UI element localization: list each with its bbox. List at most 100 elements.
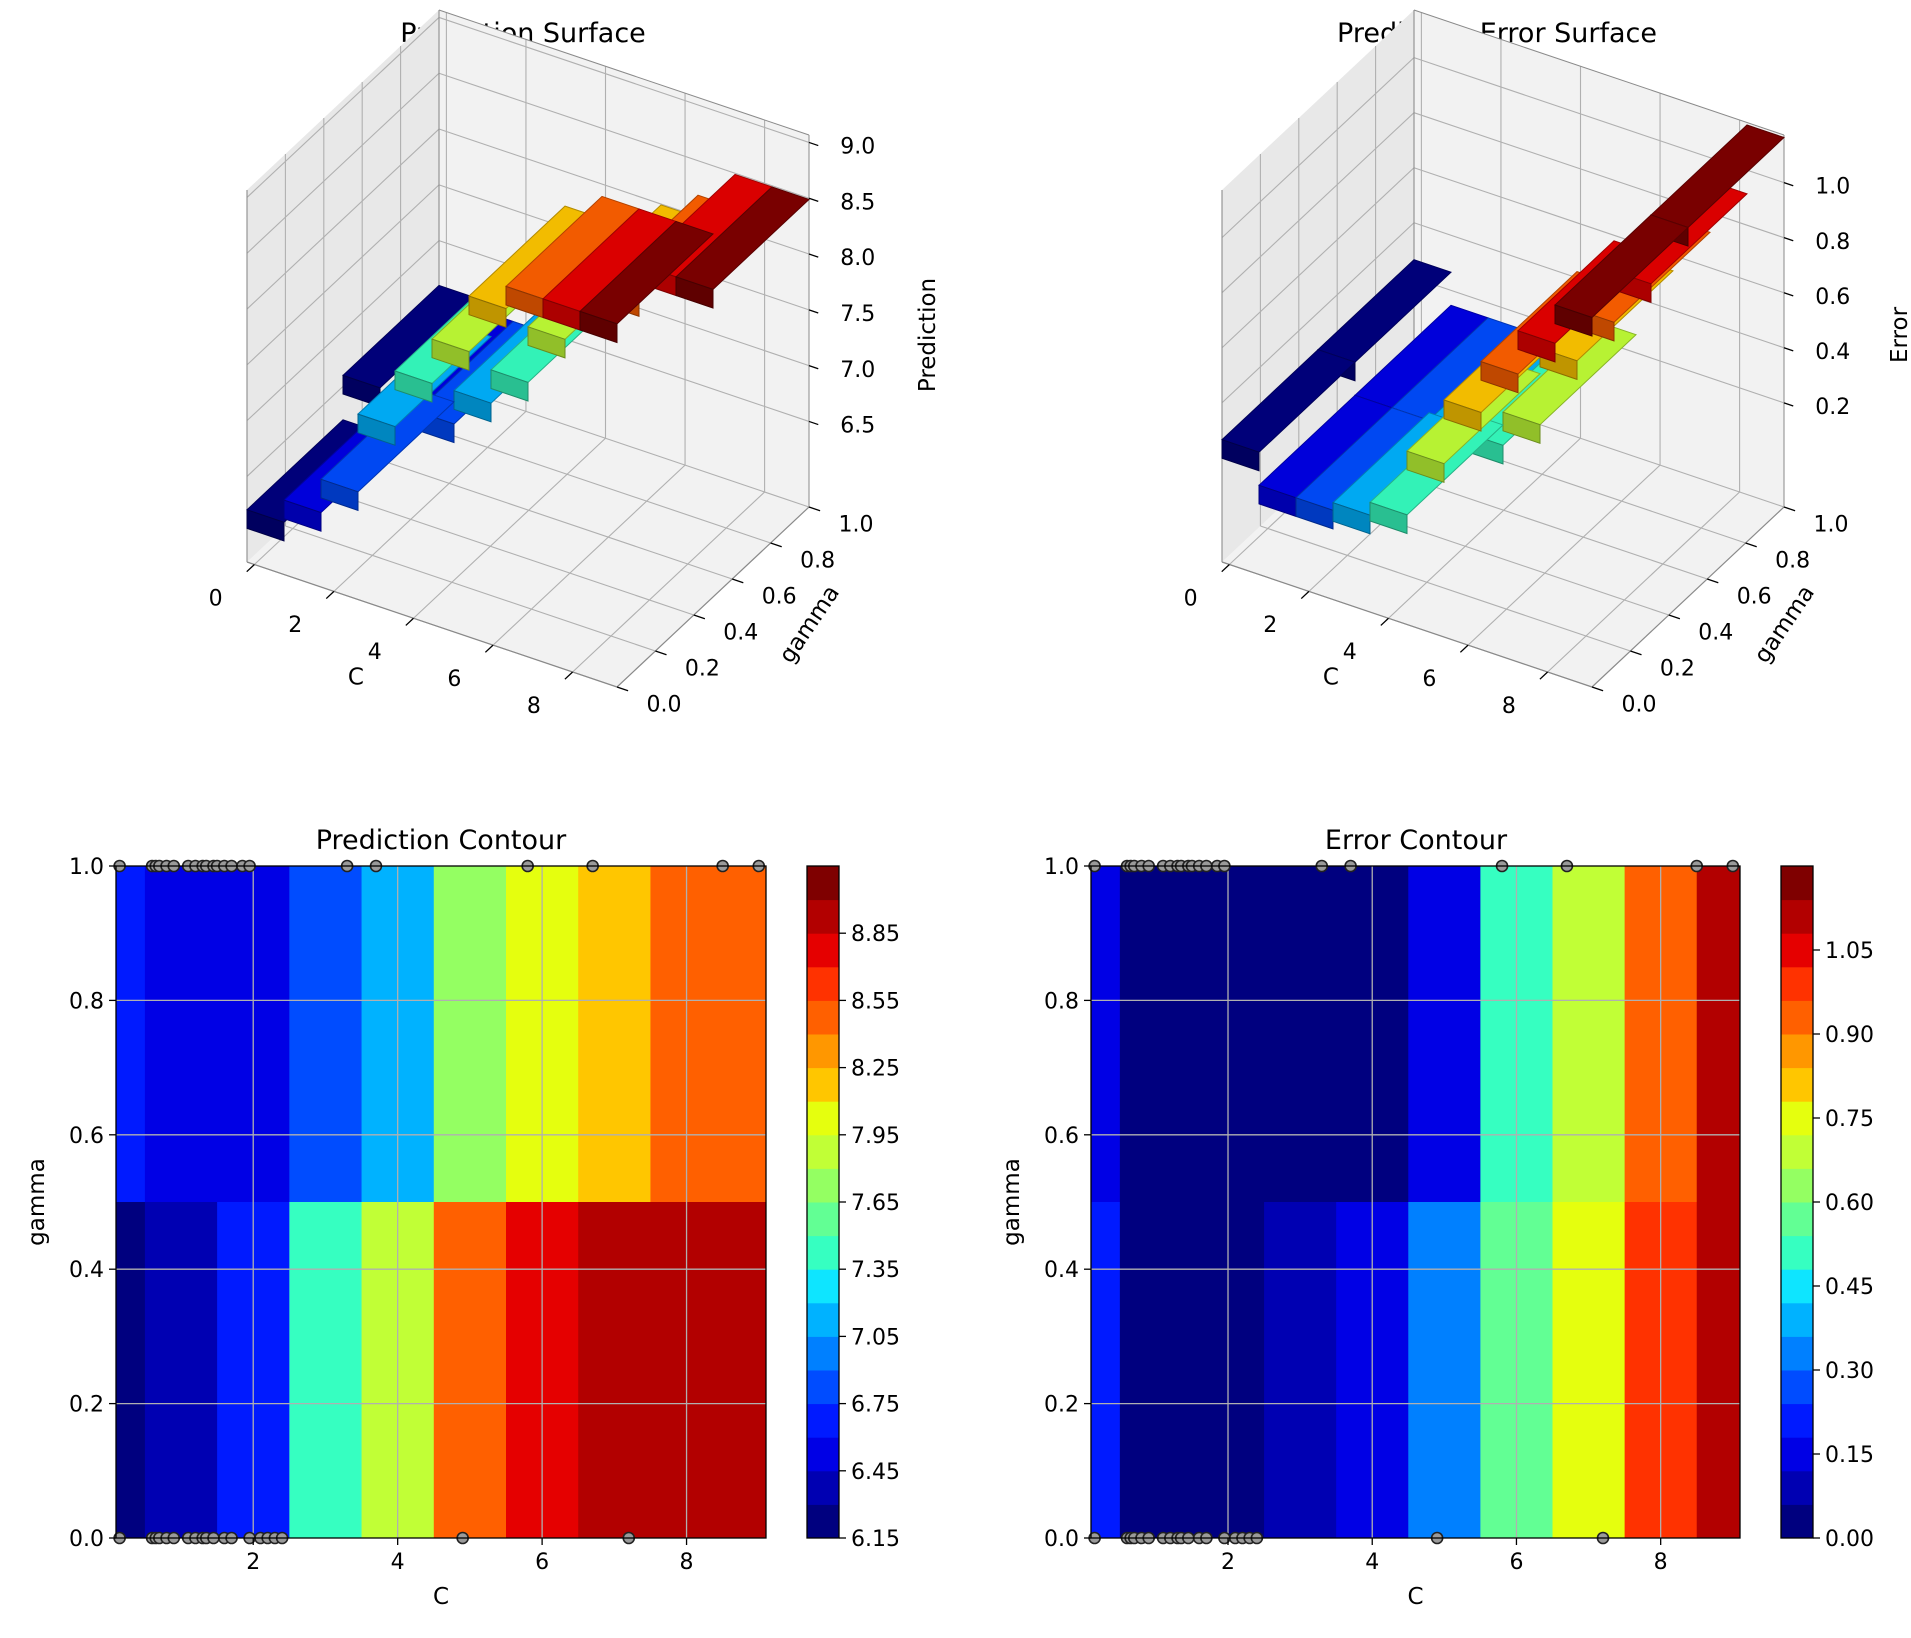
colorbar-segment [1781, 966, 1813, 1001]
errcontour-title: Error Contour [1325, 825, 1508, 856]
y-tick [1706, 578, 1719, 584]
x-tick-label: 4 [391, 1550, 405, 1575]
band-high-2 [289, 866, 363, 1202]
grid-line [1221, 57, 1415, 239]
z-tick [808, 253, 819, 258]
grid-line [438, 16, 810, 143]
y-tick [1591, 686, 1604, 692]
y-tick-label: 0.2 [1660, 657, 1695, 682]
band-high-0 [116, 866, 146, 1202]
surface-front [246, 509, 285, 542]
z-tick [1783, 347, 1794, 352]
band-low-0 [116, 1202, 146, 1538]
y-tick-label: 0.6 [1737, 585, 1772, 610]
colorbar-segment [1781, 1269, 1813, 1304]
y-axis-label: gamma [999, 1158, 1025, 1246]
grid-line [438, 72, 810, 199]
band-high-6 [578, 866, 651, 1202]
y-tick-label: 0.8 [1044, 989, 1079, 1014]
y-tick-label: 0.2 [1044, 1393, 1079, 1418]
grid-line [413, 437, 606, 619]
grid-line [1413, 167, 1785, 294]
colorbar-segment [1781, 1067, 1813, 1102]
band-high-4 [1552, 866, 1626, 1202]
x-axis-label: C [1323, 664, 1339, 690]
z-tick [808, 141, 819, 147]
y-tick-label: 0.8 [800, 549, 835, 574]
band-low-0 [1091, 1202, 1121, 1538]
colorbar-segment [807, 1302, 839, 1337]
x-tick-label: 2 [288, 613, 302, 638]
grid-line [1260, 525, 1631, 652]
band-high-7 [650, 866, 767, 1202]
axes-frame [1090, 865, 1741, 1539]
x-axis-label: C [348, 664, 364, 690]
x-tick-label: 6 [1509, 1550, 1523, 1575]
y-tick-label: 0.8 [69, 989, 104, 1014]
colorbar-segment [1781, 866, 1813, 901]
surface-front [1221, 439, 1260, 472]
colorbar-tick-label: 0.60 [1825, 1191, 1874, 1216]
z-tick-label: 8.0 [840, 246, 875, 271]
z-axis-label: Error [1887, 306, 1911, 363]
grid-line [246, 184, 440, 366]
surface-front [431, 338, 470, 371]
colorbar-segment [1781, 1168, 1813, 1203]
y-tick-label: 1.0 [1814, 513, 1849, 538]
y-tick [1630, 650, 1642, 656]
z-tick-label: 1.0 [1815, 175, 1850, 200]
x-tick-label: 2 [1221, 1550, 1235, 1575]
x-tick [1539, 671, 1549, 680]
x-tick-label: 0 [209, 586, 223, 611]
z-tick [808, 420, 819, 426]
surface-front [468, 295, 507, 328]
axis-edge [1221, 561, 1593, 688]
z-tick-label: 8.5 [840, 190, 875, 215]
colorbar-segment [807, 866, 839, 901]
y-tick-label: 0.6 [762, 585, 797, 610]
z-tick [1783, 182, 1794, 187]
grid-line [246, 240, 440, 422]
colorbar-tick-label: 8.85 [851, 922, 900, 947]
surface-front [357, 413, 396, 446]
y-tick [616, 686, 629, 692]
x-tick [325, 590, 335, 600]
band-high-4 [433, 866, 507, 1202]
x-tick-label: 2 [246, 1550, 260, 1575]
y-tick-label: 0.2 [69, 1393, 104, 1418]
colorbar-tick-label: 0.30 [1825, 1359, 1874, 1384]
grid-line [1388, 437, 1581, 619]
colorbar-segment [1781, 1403, 1813, 1438]
colorbar-segment [1781, 1437, 1813, 1472]
z-tick-label: 6.5 [840, 414, 875, 439]
grid-line [438, 381, 810, 508]
surface-front [1480, 360, 1519, 394]
colorbar-tick-label: 7.65 [851, 1191, 900, 1216]
y-tick-label: 0.6 [69, 1124, 104, 1149]
colorbar-tick-label: 6.45 [851, 1460, 900, 1485]
colorbar-segment [807, 1437, 839, 1472]
x-tick [405, 617, 414, 626]
grid-line [572, 491, 765, 673]
z-tick-label: 0.4 [1815, 340, 1850, 365]
y-tick [770, 542, 782, 548]
y-tick-label: 0.4 [69, 1258, 104, 1283]
x-axis-label: C [1407, 1584, 1423, 1610]
z-tick [808, 309, 819, 314]
x-tick-label: 8 [680, 1550, 694, 1575]
y-tick-label: 0.4 [1698, 621, 1733, 646]
colorbar-segment [1781, 1101, 1813, 1136]
band-low-3 [289, 1202, 363, 1538]
x-tick-label: 6 [1422, 667, 1436, 692]
colorbar-segment [807, 966, 839, 1001]
y-tick-label: 0.0 [647, 693, 682, 718]
x-tick [484, 644, 494, 653]
z-axis-label: Prediction [915, 278, 941, 392]
y-tick-label: 0.0 [1044, 1527, 1079, 1552]
surface-front [675, 276, 714, 309]
colorbar-segment [807, 1269, 839, 1304]
surface-front [394, 370, 433, 403]
z-tick [1783, 292, 1794, 297]
surface-front [527, 326, 566, 359]
surface-front [1406, 450, 1445, 483]
